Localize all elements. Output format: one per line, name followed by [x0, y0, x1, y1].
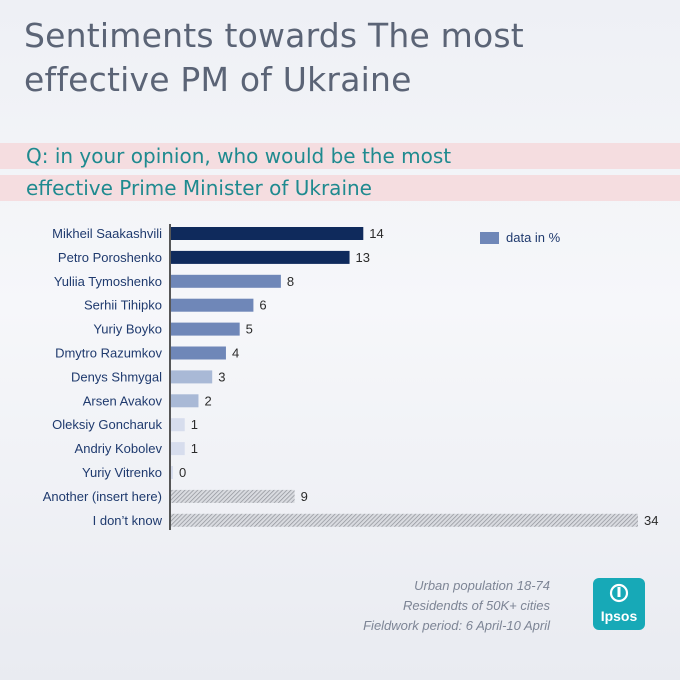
category-label: Serhii Tihipko — [84, 298, 162, 313]
question-line-2: effective Prime Minister of Ukraine — [26, 176, 372, 200]
category-label: Yuliia Tymoshenko — [54, 274, 162, 289]
value-label: 5 — [246, 322, 253, 337]
value-label: 9 — [301, 489, 308, 504]
logo-icon — [609, 583, 629, 603]
bar — [171, 489, 295, 503]
logo-text: Ipsos — [600, 608, 638, 624]
bar — [171, 322, 240, 336]
bar — [171, 418, 185, 432]
value-label: 34 — [644, 513, 658, 528]
bar — [171, 346, 226, 360]
bar — [171, 466, 173, 479]
category-label: Yuriy Boyko — [93, 322, 162, 337]
question-band-2 — [0, 175, 680, 201]
category-label: Denys Shmygal — [71, 369, 162, 384]
ipsos-logo: Ipsos — [593, 578, 645, 630]
category-label: Mikheil Saakashvili — [52, 226, 162, 241]
title-line-2: effective PM of Ukraine — [24, 60, 412, 99]
title-line-1: Sentiments towards The most — [24, 16, 524, 55]
value-label: 1 — [191, 441, 198, 456]
category-label: Oleksiy Goncharuk — [52, 417, 162, 432]
bar — [171, 250, 350, 264]
category-label: Another (insert here) — [43, 489, 162, 504]
question-line-1: Q: in your opinion, who would be the mos… — [26, 144, 452, 168]
bar — [171, 298, 254, 312]
bar — [171, 394, 199, 408]
value-label: 1 — [191, 417, 198, 432]
bar — [171, 227, 364, 240]
category-label: Dmytro Razumkov — [55, 346, 162, 361]
value-label: 14 — [369, 226, 383, 241]
bar — [171, 274, 281, 288]
value-label: 6 — [259, 298, 266, 313]
value-label: 0 — [179, 465, 186, 480]
value-label: 3 — [218, 369, 225, 384]
footnote-line-1: Urban population 18-74 — [414, 578, 550, 593]
category-label: Petro Poroshenko — [58, 250, 162, 265]
bar — [171, 370, 213, 384]
category-label: Andriy Kobolev — [75, 441, 163, 456]
legend-swatch — [480, 231, 499, 244]
value-label: 4 — [232, 346, 239, 361]
footnote: Urban population 18-74 Residendts of 50K… — [363, 576, 550, 636]
bar — [171, 442, 185, 456]
category-label: Arsen Avakov — [83, 393, 163, 408]
value-label: 13 — [356, 250, 370, 265]
legend: data in % — [480, 230, 560, 245]
legend-label: data in % — [506, 230, 561, 245]
value-label: 2 — [204, 393, 211, 408]
category-label: I don’t know — [93, 513, 163, 528]
question-band-1 — [0, 143, 680, 169]
footnote-line-3: Fieldwork period: 6 April-10 April — [363, 618, 550, 633]
category-label: Yuriy Vitrenko — [82, 465, 162, 480]
page-title: Sentiments towards The most effective PM… — [24, 14, 644, 102]
bar — [171, 513, 638, 527]
value-label: 8 — [287, 274, 294, 289]
footnote-line-2: Residendts of 50K+ cities — [402, 598, 550, 613]
